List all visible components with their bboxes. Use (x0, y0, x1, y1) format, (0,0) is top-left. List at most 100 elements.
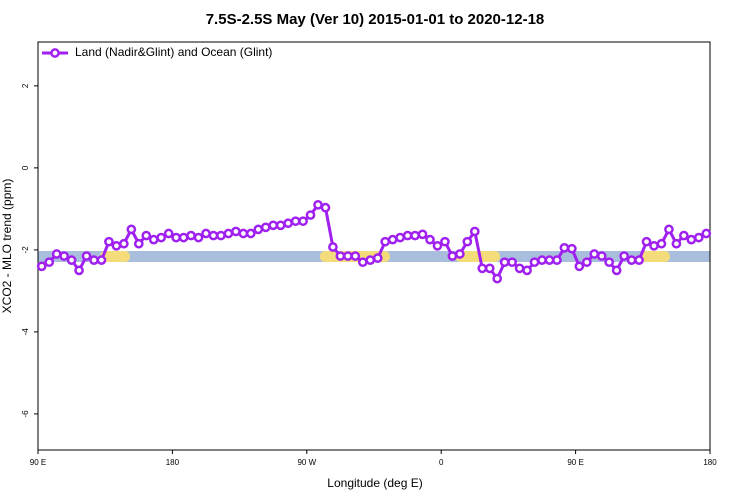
data-point (589, 249, 600, 259)
glint-patch (455, 251, 500, 262)
chart-title: 7.5S-2.5S May (Ver 10) 2015-01-01 to 202… (206, 11, 545, 28)
data-point (141, 230, 152, 241)
data-point (455, 249, 465, 259)
data-point (275, 220, 286, 231)
data-point (567, 243, 577, 254)
data-point (178, 232, 189, 243)
data-point (671, 238, 682, 249)
legend-marker (50, 48, 60, 58)
data-point (171, 232, 181, 243)
x-tick-label: 90 E (30, 458, 46, 467)
y-tick-label: 2 (21, 83, 30, 88)
glint-patch (640, 251, 670, 262)
data-point (66, 255, 77, 265)
data-point (462, 236, 473, 247)
data-point (641, 236, 652, 247)
data-point (604, 257, 615, 268)
data-point (425, 234, 435, 245)
data-point (492, 273, 503, 284)
x-tick-label: 0 (439, 458, 444, 467)
data-point (133, 238, 144, 249)
data-point (619, 251, 629, 261)
data-point (231, 226, 241, 237)
x-tick-label: 180 (166, 458, 180, 467)
data-point (365, 255, 376, 265)
y-axis-label: XCO2 - MLO trend (ppm) (0, 179, 14, 314)
data-point (626, 255, 637, 265)
data-point (313, 199, 323, 210)
data-point (477, 263, 488, 274)
data-point (245, 228, 256, 239)
data-point (186, 230, 196, 241)
data-point (596, 251, 607, 261)
data-point (260, 222, 271, 233)
data-point (537, 255, 547, 265)
data-point (559, 242, 570, 253)
data-point (432, 240, 443, 251)
data-point (298, 216, 308, 227)
data-point (484, 263, 495, 274)
data-point (507, 257, 517, 268)
data-point (96, 255, 107, 265)
data-point (290, 216, 301, 227)
data-point (320, 202, 331, 213)
data-point (119, 238, 129, 249)
data-point (238, 228, 249, 239)
data-point (581, 257, 592, 268)
data-point (395, 232, 405, 243)
data-point (343, 251, 353, 261)
data-point (701, 228, 712, 239)
data-point (514, 263, 525, 274)
data-point (208, 230, 219, 241)
data-point (350, 251, 361, 261)
data-point (679, 230, 689, 241)
data-point (74, 265, 84, 276)
data-point (499, 257, 510, 268)
data-point (440, 236, 450, 247)
data-point (447, 251, 458, 261)
data-point (387, 234, 398, 245)
x-tick-label: 90 E (567, 458, 583, 467)
data-point (283, 218, 293, 229)
data-point (328, 242, 338, 252)
data-point (664, 224, 674, 235)
data-point (372, 253, 383, 263)
data-point (81, 251, 92, 261)
data-point (156, 232, 167, 243)
data-point (223, 228, 234, 239)
data-point (686, 234, 697, 245)
data-point (634, 255, 644, 265)
data-point (44, 257, 55, 268)
data-point (410, 230, 420, 241)
data-point (201, 228, 211, 239)
data-point (402, 230, 413, 241)
data-point (469, 226, 480, 237)
data-point (574, 261, 585, 272)
data-point (126, 224, 137, 235)
legend-label: Land (Nadir&Glint) and Ocean (Glint) (75, 45, 272, 59)
x-tick-label: 180 (703, 458, 717, 467)
data-point (693, 232, 704, 243)
data-point (611, 265, 622, 276)
data-point (649, 240, 659, 251)
data-point (59, 251, 69, 261)
data-point (656, 238, 667, 249)
data-point (357, 257, 368, 268)
y-tick-label: -6 (21, 410, 30, 418)
data-point (544, 255, 555, 265)
data-point (417, 229, 428, 240)
data-point (148, 234, 159, 245)
data-point (253, 224, 264, 235)
data-point (163, 228, 174, 239)
data-point (268, 220, 279, 231)
data-point (36, 261, 47, 272)
data-point (111, 240, 122, 251)
data-point (335, 251, 346, 261)
data-point (552, 255, 562, 265)
y-tick-label: -4 (21, 328, 30, 336)
data-point (216, 230, 226, 241)
data-point (193, 232, 204, 243)
data-point (305, 210, 316, 220)
